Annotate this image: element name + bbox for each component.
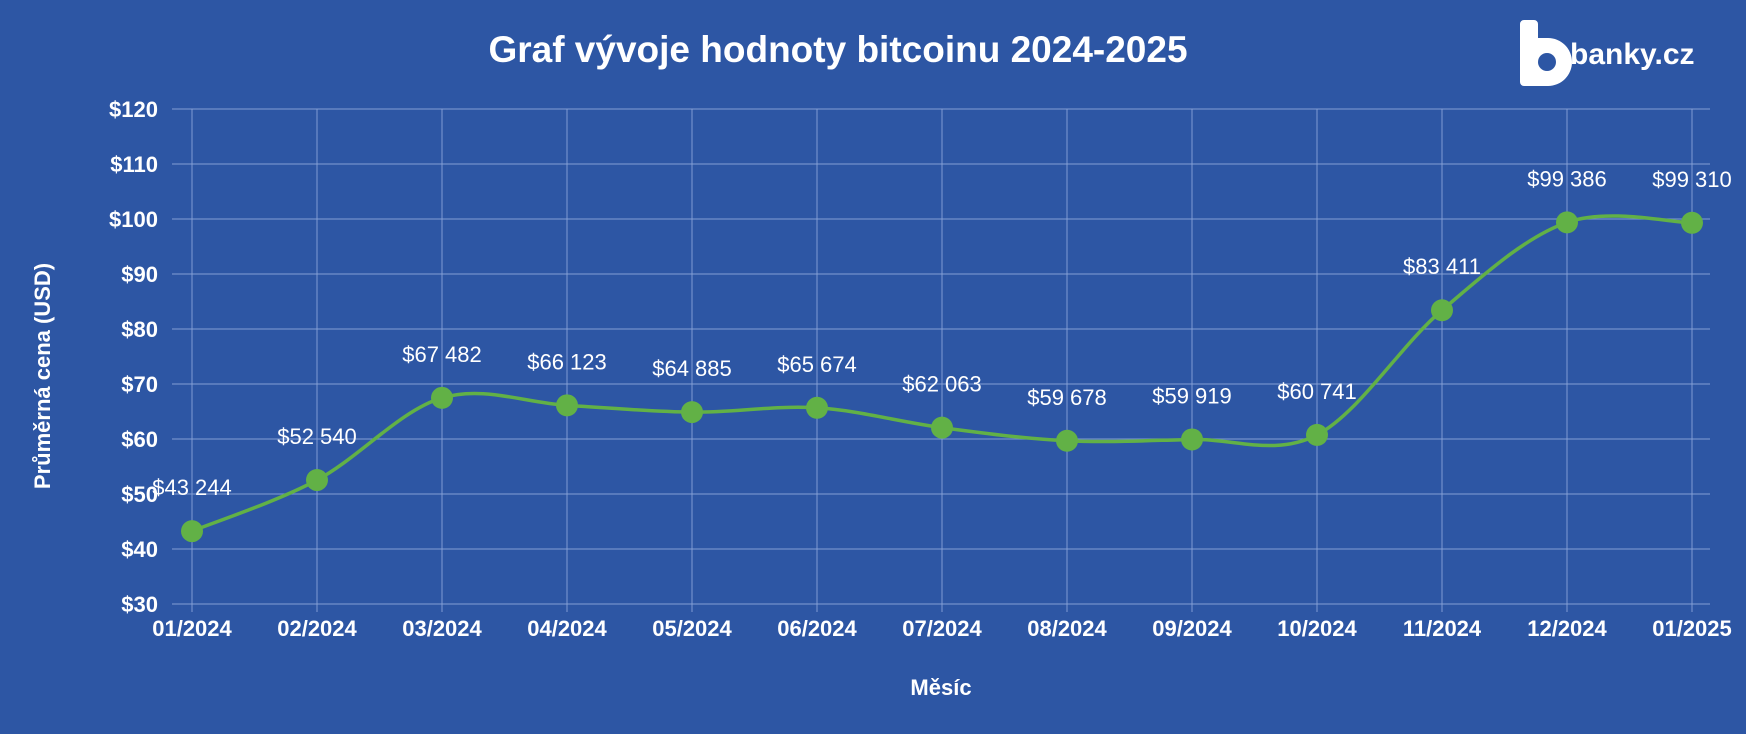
data-label: $66 123 <box>527 349 607 374</box>
y-tick-label: $50 <box>121 482 158 507</box>
x-tick-label: 05/2024 <box>652 616 732 641</box>
data-label: $59 678 <box>1027 385 1107 410</box>
data-label: $64 885 <box>652 356 732 381</box>
x-tick-label: 01/2024 <box>152 616 232 641</box>
x-axis-ticks: 01/2024 02/2024 03/2024 04/2024 05/2024 06/20… <box>152 616 1732 641</box>
data-point <box>806 396 828 419</box>
x-tick-label: 01/2025 <box>1652 616 1732 641</box>
y-tick-label: $60 <box>121 427 158 452</box>
brand-name: banky.cz <box>1570 38 1695 71</box>
data-point <box>306 469 328 492</box>
banky-logo-icon <box>1520 20 1572 86</box>
data-point <box>1681 211 1703 234</box>
x-tick-label: 11/2024 <box>1403 616 1482 641</box>
data-point <box>431 386 453 409</box>
y-axis-ticks: $30 $40 $50 $60 $70 $80 $90 $100 $110 $120 <box>109 97 158 617</box>
x-tick-label: 06/2024 <box>777 616 857 641</box>
grid <box>172 108 1710 612</box>
data-labels: $43 244 $52 540 $67 482 $66 123 $64 885 $65 6… <box>152 166 1732 500</box>
x-tick-label: 02/2024 <box>277 616 357 641</box>
y-tick-label: $110 <box>110 152 158 177</box>
data-point <box>181 520 203 543</box>
x-tick-label: 07/2024 <box>902 616 982 641</box>
x-tick-label: 04/2024 <box>527 616 607 641</box>
brand-logo: banky.cz <box>1520 20 1695 86</box>
data-point <box>1556 211 1578 234</box>
x-tick-label: 12/2024 <box>1527 616 1607 641</box>
x-tick-label: 08/2024 <box>1027 616 1107 641</box>
x-tick-label: 10/2024 <box>1277 616 1357 641</box>
data-point <box>1431 299 1453 322</box>
x-tick-label: 03/2024 <box>402 616 482 641</box>
y-tick-label: $70 <box>121 372 158 397</box>
data-label: $52 540 <box>277 424 357 449</box>
data-point <box>556 394 578 417</box>
y-tick-label: $40 <box>121 537 158 562</box>
y-axis-title: Průměrná cena (USD) <box>30 263 55 489</box>
x-axis-title: Měsíc <box>910 675 971 700</box>
data-label: $60 741 <box>1277 379 1357 404</box>
data-label: $99 386 <box>1527 166 1607 191</box>
data-label: $65 674 <box>777 352 857 377</box>
chart-title: Graf vývoje hodnoty bitcoinu 2024-2025 <box>488 29 1187 70</box>
data-label: $67 482 <box>402 342 482 367</box>
y-tick-label: $30 <box>121 592 158 617</box>
data-label: $62 063 <box>902 372 982 397</box>
data-point <box>681 401 703 424</box>
data-label: $83 411 <box>1403 254 1481 279</box>
data-points <box>181 211 1703 543</box>
x-tick-label: 09/2024 <box>1152 616 1232 641</box>
data-label: $59 919 <box>1152 383 1232 408</box>
y-tick-label: $120 <box>109 97 158 122</box>
y-tick-label: $100 <box>109 207 158 232</box>
y-tick-label: $80 <box>121 317 158 342</box>
data-point <box>931 416 953 439</box>
data-point <box>1181 428 1203 451</box>
data-label: $43 244 <box>152 475 232 500</box>
y-tick-label: $90 <box>121 262 158 287</box>
data-point <box>1056 429 1078 452</box>
data-point <box>1306 423 1328 446</box>
data-label: $99 310 <box>1652 167 1732 192</box>
